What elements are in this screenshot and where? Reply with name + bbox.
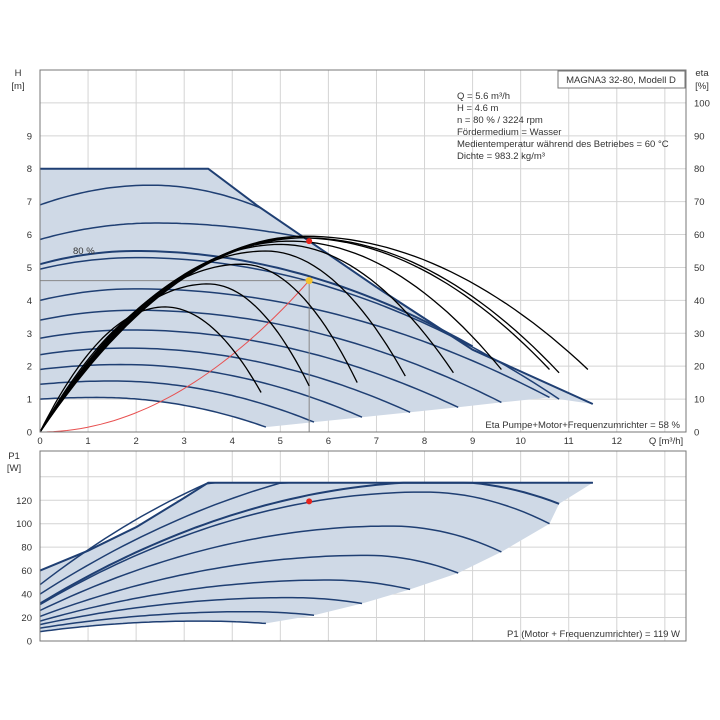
head-curve	[39, 256, 560, 400]
info-temperature: Medientemperatur während des Betriebes =…	[457, 139, 669, 150]
h-tick-label: 1	[27, 395, 32, 406]
power-curve	[39, 554, 459, 618]
eta-curve	[39, 250, 406, 433]
eta-footer: Eta Pumpe+Motor+Frequenzumrichter = 58 %	[485, 420, 680, 431]
eta-curve	[39, 240, 502, 433]
p1-tick-label: 0	[27, 637, 32, 648]
q-tick-label: 9	[470, 436, 475, 447]
speed-label: 80 %	[73, 246, 95, 257]
head-operating-point	[305, 277, 313, 285]
power-plot-frame	[39, 450, 687, 642]
eta-axis-name: eta	[695, 68, 709, 79]
head-chart-curves	[39, 167, 594, 433]
q-tick-label: 11	[564, 436, 574, 447]
eta-tick-label: 10	[694, 395, 705, 406]
info-medium: Fördermedium = Wasser	[457, 127, 561, 138]
head-curve	[39, 288, 550, 399]
power-axis-ticks: 0 20 40 60 80 100 120	[16, 496, 32, 648]
eta-axis-unit: [%]	[695, 81, 709, 92]
q-tick-label: 4	[230, 436, 235, 447]
system-curve	[39, 280, 310, 433]
q-tick-label: 3	[182, 436, 187, 447]
h-tick-label: 3	[27, 329, 32, 340]
eta-curve	[39, 306, 262, 433]
eta-tick-label: 70	[694, 197, 705, 208]
head-axis-ticks: 0 1 2 3 4 5 6 7 8 9 10 11 12012345678901020304050607…	[27, 98, 710, 447]
operating-info: Q = 5.6 m³/h H = 4.6 m n = 80 % / 3224 r…	[457, 91, 669, 162]
h-tick-label: 0	[27, 428, 32, 439]
h-tick-label: 4	[27, 296, 32, 307]
q-tick-label: 2	[133, 436, 138, 447]
p1-tick-label: 80	[21, 543, 32, 554]
power-curve	[39, 491, 550, 606]
power-operating-point	[306, 498, 313, 505]
h-tick-label: 9	[27, 131, 32, 142]
h-axis-name: H	[15, 68, 22, 79]
p1-footer: P1 (Motor + Frequenzumrichter) = 119 W	[507, 629, 680, 640]
eta-tick-label: 20	[694, 362, 705, 373]
eta-tick-label: 50	[694, 263, 705, 274]
operating-range-area	[40, 168, 593, 428]
p1-tick-label: 40	[21, 590, 32, 601]
h-axis-unit: [m]	[11, 81, 24, 92]
head-curve	[39, 396, 267, 428]
power-chart-curves	[39, 481, 593, 633]
eta-curve	[39, 263, 358, 433]
info-density: Dichte = 983.2 kg/m³	[457, 151, 545, 162]
power-curve	[39, 525, 502, 612]
eta-tick-label: 90	[694, 131, 705, 142]
head-curve	[39, 380, 315, 423]
head-curve	[39, 363, 363, 418]
eta-tick-label: 0	[694, 428, 699, 439]
p1-tick-label: 60	[21, 566, 32, 577]
q-tick-label: 8	[422, 436, 427, 447]
eta-tick-label: 40	[694, 296, 705, 307]
max-power-curve	[39, 481, 593, 572]
q-tick-label: 12	[611, 436, 622, 447]
eta-tick-label: 100	[694, 98, 710, 109]
chart-title: MAGNA3 32-80, Modell D	[566, 75, 676, 86]
eta-curve	[39, 235, 589, 433]
info-q: Q = 5.6 m³/h	[457, 91, 510, 102]
q-tick-label: 0	[37, 436, 42, 447]
eta-operating-point	[306, 238, 313, 245]
eta-tick-label: 30	[694, 329, 705, 340]
h-tick-label: 5	[27, 263, 32, 274]
h-tick-label: 8	[27, 164, 32, 175]
p1-tick-label: 120	[16, 496, 32, 507]
power-curve	[39, 596, 363, 626]
title-box	[557, 70, 686, 89]
q-axis-label: Q [m³/h]	[649, 436, 683, 447]
q-tick-label: 6	[326, 436, 331, 447]
eta-tick-label: 60	[694, 230, 705, 241]
p1-axis-name: P1	[8, 451, 20, 462]
eta-curve	[39, 243, 454, 433]
q-tick-label: 5	[278, 436, 283, 447]
power-curve	[39, 620, 266, 633]
head-plot-frame	[39, 69, 687, 433]
info-h: H = 4.6 m	[457, 103, 499, 114]
h-tick-label: 6	[27, 230, 32, 241]
q-tick-label: 10	[515, 436, 526, 447]
power-curve	[39, 579, 411, 622]
p1-tick-label: 100	[16, 519, 32, 530]
h-tick-label: 2	[27, 362, 32, 373]
info-n: n = 80 % / 3224 rpm	[457, 115, 543, 126]
q-tick-label: 1	[85, 436, 90, 447]
p1-axis-unit: [W]	[7, 463, 21, 474]
head-curve	[39, 222, 305, 241]
q-tick-label: 7	[374, 436, 379, 447]
head-curve	[39, 250, 474, 348]
head-curve	[39, 184, 262, 209]
power-curve	[39, 610, 315, 629]
p1-tick-label: 20	[21, 613, 32, 624]
eta-tick-label: 80	[694, 164, 705, 175]
eta-curve	[39, 283, 310, 433]
h-tick-label: 7	[27, 197, 32, 208]
